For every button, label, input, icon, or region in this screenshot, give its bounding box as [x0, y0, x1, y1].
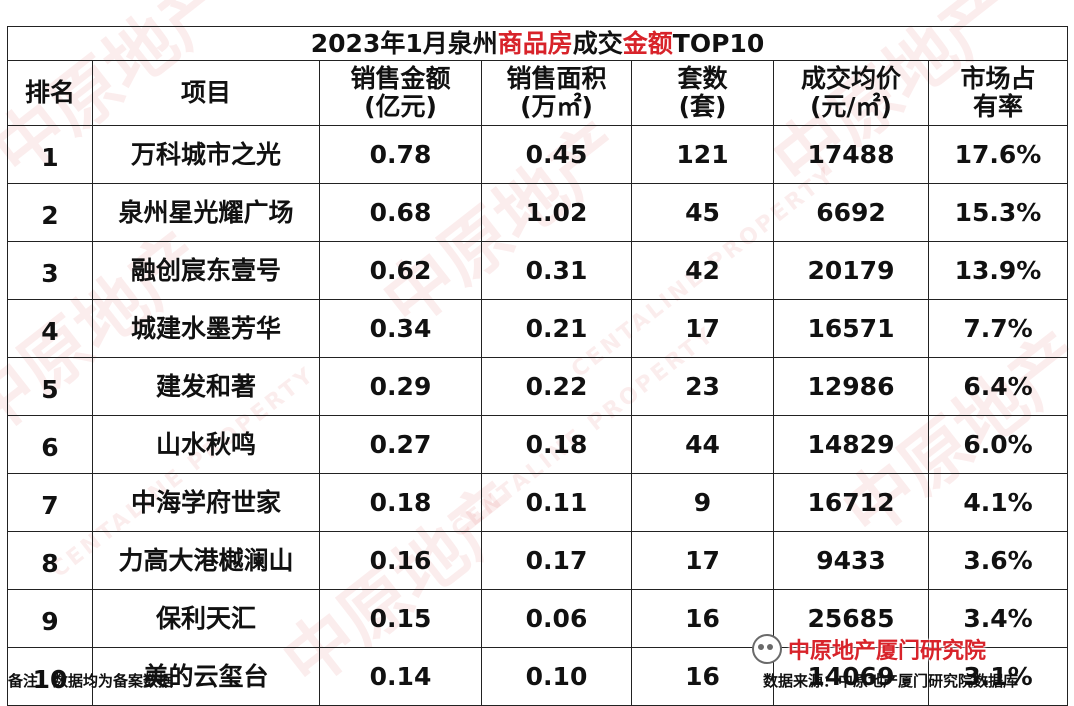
cell-area: 0.45: [481, 125, 632, 184]
cell-project: 城建水墨芳华: [92, 299, 320, 358]
table-row: 1 万科城市之光 0.78 0.45 121 17488 17.6%: [7, 125, 1068, 184]
cell-rank: 4: [7, 299, 93, 358]
cell-amount: 0.78: [319, 125, 482, 184]
cell-area: 0.22: [481, 357, 632, 416]
header-share: 市场占 有率: [928, 60, 1068, 126]
cell-area: 0.06: [481, 589, 632, 648]
cell-units: 44: [631, 415, 774, 474]
cell-amount: 0.68: [319, 183, 482, 242]
cell-project: 保利天汇: [92, 589, 320, 648]
cell-share: 3.6%: [928, 531, 1068, 590]
header-price: 成交均价 (元/㎡): [773, 60, 929, 126]
title-row: 2023年1月泉州商品房成交金额TOP10: [7, 26, 1068, 61]
cell-rank: 3: [7, 241, 93, 300]
cell-rank: 8: [7, 531, 93, 590]
cell-project: 融创宸东壹号: [92, 241, 320, 300]
cell-share: 6.4%: [928, 357, 1068, 416]
cell-share: 13.9%: [928, 241, 1068, 300]
cell-rank: 7: [7, 473, 93, 532]
cell-units: 23: [631, 357, 774, 416]
cell-share: 4.1%: [928, 473, 1068, 532]
title-part: 2023年1月泉州: [310, 28, 498, 58]
cell-amount: 0.16: [319, 531, 482, 590]
table-row: 9 保利天汇 0.15 0.06 16 25685 3.4%: [7, 589, 1068, 648]
table-title: 2023年1月泉州商品房成交金额TOP10: [7, 26, 1068, 61]
table-row: 2 泉州星光耀广场 0.68 1.02 45 6692 15.3%: [7, 183, 1068, 242]
cell-amount: 0.34: [319, 299, 482, 358]
cell-area: 0.21: [481, 299, 632, 358]
cell-amount: 0.14: [319, 647, 482, 706]
cell-amount: 0.62: [319, 241, 482, 300]
cell-project: 泉州星光耀广场: [92, 183, 320, 242]
logo: 中原地产厦门研究院: [752, 633, 986, 665]
title-highlight: 商品房: [497, 28, 573, 58]
cell-area: 0.18: [481, 415, 632, 474]
table-row: 3 融创宸东壹号 0.62 0.31 42 20179 13.9%: [7, 241, 1068, 300]
header-units: 套数 (套): [631, 60, 774, 126]
cell-share: 7.7%: [928, 299, 1068, 358]
cell-rank: 6: [7, 415, 93, 474]
ranking-table: 2023年1月泉州商品房成交金额TOP10 排名 项目 销售金额 (亿元) 销售面…: [7, 26, 1068, 706]
cell-units: 9: [631, 473, 774, 532]
cell-price: 25685: [773, 589, 929, 648]
cell-rank: 2: [7, 183, 93, 242]
header-rank: 排名: [7, 60, 93, 126]
cell-units: 17: [631, 299, 774, 358]
cell-area: 0.17: [481, 531, 632, 590]
cell-units: 45: [631, 183, 774, 242]
cell-price: 9433: [773, 531, 929, 590]
cell-area: 0.11: [481, 473, 632, 532]
cell-project: 中海学府世家: [92, 473, 320, 532]
footer-source: 数据来源：中原地产厦门研究院数据库: [763, 672, 1019, 690]
cell-rank: 5: [7, 357, 93, 416]
title-part: 成交: [572, 28, 623, 58]
cell-price: 16571: [773, 299, 929, 358]
cell-amount: 0.29: [319, 357, 482, 416]
table-row: 5 建发和著 0.29 0.22 23 12986 6.4%: [7, 357, 1068, 416]
table-row: 4 城建水墨芳华 0.34 0.21 17 16571 7.7%: [7, 299, 1068, 358]
cell-amount: 0.18: [319, 473, 482, 532]
cell-share: 3.4%: [928, 589, 1068, 648]
cell-price: 14829: [773, 415, 929, 474]
cell-amount: 0.27: [319, 415, 482, 474]
cell-project: 建发和著: [92, 357, 320, 416]
header-project: 项目: [92, 60, 320, 126]
cell-price: 17488: [773, 125, 929, 184]
table-row: 6 山水秋鸣 0.27 0.18 44 14829 6.0%: [7, 415, 1068, 474]
title-part: TOP10: [672, 28, 765, 58]
cell-amount: 0.15: [319, 589, 482, 648]
cell-units: 42: [631, 241, 774, 300]
cell-project: 山水秋鸣: [92, 415, 320, 474]
cell-share: 15.3%: [928, 183, 1068, 242]
cell-project: 力高大港樾澜山: [92, 531, 320, 590]
cell-share: 6.0%: [928, 415, 1068, 474]
cell-rank: 1: [7, 125, 93, 184]
cell-area: 1.02: [481, 183, 632, 242]
cell-rank: 9: [7, 589, 93, 648]
logo-text: 中原地产厦门研究院: [788, 639, 987, 664]
footer-note: 备注：数据均为备案数据: [8, 672, 174, 690]
cell-units: 121: [631, 125, 774, 184]
cell-area: 0.31: [481, 241, 632, 300]
cell-share: 17.6%: [928, 125, 1068, 184]
table-row: 7 中海学府世家 0.18 0.11 9 16712 4.1%: [7, 473, 1068, 532]
cell-price: 16712: [773, 473, 929, 532]
header-area: 销售面积 (万㎡): [481, 60, 632, 126]
wechat-icon: [752, 634, 782, 664]
cell-price: 6692: [773, 183, 929, 242]
title-highlight: 金额: [622, 28, 673, 58]
header-amount: 销售金额 (亿元): [319, 60, 482, 126]
table-row: 8 力高大港樾澜山 0.16 0.17 17 9433 3.6%: [7, 531, 1068, 590]
cell-area: 0.10: [481, 647, 632, 706]
cell-units: 17: [631, 531, 774, 590]
header-row: 排名 项目 销售金额 (亿元) 销售面积 (万㎡) 套数 (套) 成交均价 (元/㎡) …: [7, 60, 1068, 126]
cell-price: 12986: [773, 357, 929, 416]
cell-project: 万科城市之光: [92, 125, 320, 184]
cell-price: 20179: [773, 241, 929, 300]
